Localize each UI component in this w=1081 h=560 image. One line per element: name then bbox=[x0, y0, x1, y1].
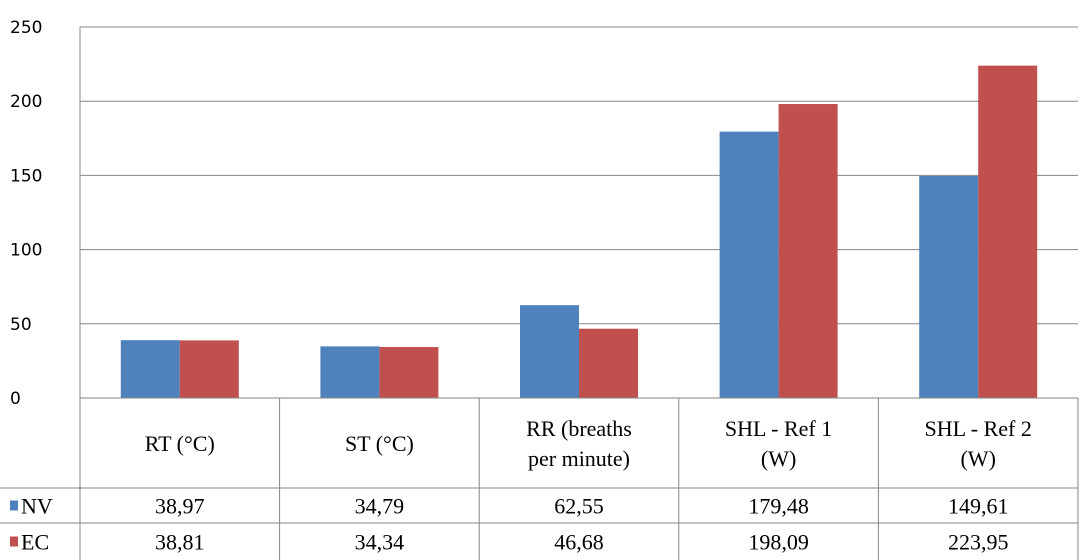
data-label: 179,48 bbox=[748, 494, 809, 519]
data-table: RT (°C) ST (°C) RR (breaths per minute) SHL … bbox=[0, 397, 1079, 560]
legend-label: NV bbox=[21, 494, 53, 519]
data-label: 223,95 bbox=[948, 530, 1009, 555]
bar-ec bbox=[379, 347, 439, 398]
data-label: 46,68 bbox=[554, 530, 604, 555]
data-label: 34,79 bbox=[355, 494, 405, 519]
gridlines bbox=[80, 26, 1078, 325]
bar-nv bbox=[120, 340, 180, 398]
data-label: 149,61 bbox=[948, 494, 1009, 519]
category-label: RR (breaths bbox=[526, 416, 632, 441]
y-tick-label: 100 bbox=[10, 241, 42, 261]
category-label: (W) bbox=[960, 446, 995, 471]
category-label: SHL - Ref 1 bbox=[725, 416, 832, 441]
legend-label: EC bbox=[21, 530, 49, 555]
legend-key-nv bbox=[10, 500, 18, 511]
bar-ec bbox=[778, 104, 838, 399]
bars bbox=[120, 65, 1038, 399]
y-tick-label: 0 bbox=[10, 389, 21, 409]
category-label: SHL - Ref 2 bbox=[925, 416, 1032, 441]
y-tick-label: 150 bbox=[10, 166, 42, 186]
data-label: 38,81 bbox=[155, 530, 205, 555]
bar-ec bbox=[179, 340, 239, 398]
bar-nv bbox=[320, 346, 380, 398]
data-label: 34,34 bbox=[355, 530, 405, 555]
category-label: RT (°C) bbox=[145, 431, 215, 456]
legend-key-ec bbox=[10, 536, 18, 547]
bar-nv bbox=[919, 175, 979, 398]
data-label: 62,55 bbox=[554, 494, 604, 519]
bar-nv bbox=[520, 305, 579, 398]
data-label: 198,09 bbox=[748, 530, 809, 555]
y-tick-label: 50 bbox=[10, 315, 32, 335]
bar-ec bbox=[978, 65, 1038, 398]
data-label: 38,97 bbox=[155, 494, 205, 519]
category-label: per minute) bbox=[528, 446, 630, 471]
bar-ec bbox=[579, 328, 638, 398]
y-tick-label: 200 bbox=[10, 92, 42, 112]
category-label: ST (°C) bbox=[345, 431, 414, 456]
y-axis: 0 50 100 150 200 250 bbox=[10, 18, 81, 409]
y-tick-label: 250 bbox=[10, 18, 42, 38]
category-label: (W) bbox=[761, 446, 796, 471]
bar-nv bbox=[719, 131, 779, 399]
